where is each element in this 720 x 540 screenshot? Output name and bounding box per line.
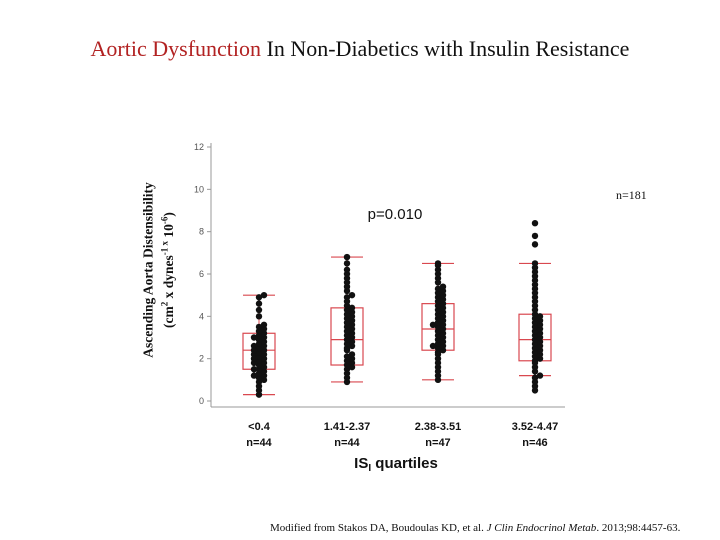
slide-title: Aortic Dysfunction In Non-Diabetics with… xyxy=(0,36,720,62)
x-category-label: <0.4 xyxy=(248,421,271,433)
data-point xyxy=(343,266,351,273)
data-point xyxy=(343,260,351,267)
data-point xyxy=(255,300,263,307)
data-point xyxy=(439,283,447,290)
data-point xyxy=(250,355,258,362)
data-point xyxy=(531,220,539,227)
slide-title-rest: In Non-Diabetics with Insulin Resistance xyxy=(261,36,630,61)
citation-journal: J Clin Endocrinol Metab xyxy=(486,522,597,534)
citation-details: . 2013;98:4457-63. xyxy=(596,522,681,534)
data-point xyxy=(536,313,544,320)
y-tick-label: 6 xyxy=(199,269,204,279)
total-n-label: n=181 xyxy=(616,188,647,202)
data-point xyxy=(531,241,539,248)
x-category-n-label: n=47 xyxy=(425,437,450,449)
data-point xyxy=(250,366,258,373)
data-point xyxy=(250,372,258,379)
x-category-n-label: n=44 xyxy=(334,437,360,449)
y-tick-label: 12 xyxy=(194,142,204,152)
x-category-label: 1.41-2.37 xyxy=(324,421,370,433)
x-category-label: 2.38-3.51 xyxy=(415,421,461,433)
data-point xyxy=(343,353,351,360)
data-point xyxy=(348,351,356,358)
y-tick-label: 4 xyxy=(199,311,204,321)
x-axis-label-main: IS xyxy=(354,455,368,472)
data-point xyxy=(531,232,539,240)
data-point xyxy=(434,285,442,293)
data-point xyxy=(434,260,442,267)
x-category-n-label: n=46 xyxy=(522,437,547,449)
data-point xyxy=(348,291,356,299)
data-point xyxy=(531,374,539,381)
x-axis-label-subscript: I xyxy=(368,463,371,474)
data-point xyxy=(250,347,258,354)
p-value-annotation: p=0.010 xyxy=(368,206,423,223)
data-point xyxy=(255,294,263,301)
citation: Modified from Stakos DA, Boudoulas KD, e… xyxy=(270,522,680,534)
data-point xyxy=(429,342,437,350)
data-point xyxy=(250,334,258,341)
data-point xyxy=(536,372,544,379)
data-point xyxy=(255,313,263,320)
y-tick-label: 8 xyxy=(199,227,204,237)
citation-authors: Modified from Stakos DA, Boudoulas KD, e… xyxy=(270,522,487,534)
x-axis-label-rest: quartiles xyxy=(371,455,438,472)
data-point xyxy=(531,260,539,267)
data-point xyxy=(343,294,351,301)
data-point xyxy=(260,321,268,328)
y-tick-label: 2 xyxy=(199,354,204,364)
slide-title-accent: Aortic Dysfunction xyxy=(90,36,262,61)
x-category-n-label: n=44 xyxy=(246,437,272,449)
x-axis-label: ISI quartiles xyxy=(354,455,438,474)
x-category-label: 3.52-4.47 xyxy=(512,421,558,433)
data-point xyxy=(429,321,437,328)
data-point xyxy=(260,291,268,299)
y-tick-label: 0 xyxy=(199,396,204,406)
y-tick-label: 10 xyxy=(194,184,204,194)
data-point xyxy=(255,306,263,314)
data-point xyxy=(348,304,356,312)
data-point xyxy=(255,323,263,331)
data-point xyxy=(343,253,351,261)
